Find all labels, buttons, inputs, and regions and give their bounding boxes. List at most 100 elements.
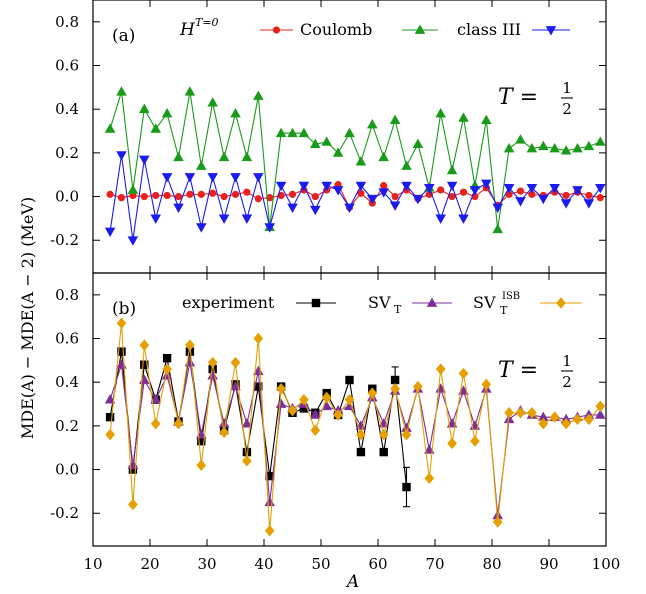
x-tick-label: 60 [368,555,387,573]
data-point [105,428,115,441]
data-point [595,400,606,412]
data-point [106,190,114,198]
data-point [196,223,207,233]
legend-label-superscript: ISB [502,291,520,302]
data-point [572,413,583,426]
legend-marker [414,24,426,34]
legend-label: experiment [182,293,275,312]
data-point [424,183,435,194]
data-point [321,181,332,192]
data-point [140,192,148,201]
data-point [196,160,207,170]
y-tick-label: 0.8 [55,13,79,31]
data-point [561,417,571,430]
data-point [402,482,411,492]
data-point [344,203,355,213]
data-point [275,398,287,408]
series-line-series-2 [109,154,601,241]
data-point [116,317,127,329]
data-point [344,127,355,138]
data-point [287,404,298,417]
annotation-numerator: 1 [562,79,572,97]
data-point [435,214,446,224]
x-tick-label: 70 [425,555,444,573]
data-point [139,155,150,165]
x-tick-label: 100 [592,555,621,573]
data-point [184,173,196,183]
data-point [528,190,536,198]
data-point [446,181,458,192]
data-point [275,127,287,138]
data-point [161,108,173,118]
data-point [560,145,572,155]
plot-area [104,86,606,246]
annotation-denominator: 2 [562,373,572,391]
data-point [481,114,492,124]
data-point [264,223,275,233]
data-point [128,465,138,474]
legend-label: SV [473,293,496,312]
y-tick-label: 0.8 [55,286,79,304]
data-point [310,138,321,148]
data-point [332,186,344,196]
data-point [356,428,366,441]
data-point [572,186,583,196]
legend-title-superscript: T=0 [195,16,219,29]
data-point [378,428,389,441]
data-point [231,190,240,198]
x-tick-label: 40 [254,555,273,573]
data-point [424,472,435,485]
data-point [481,179,492,189]
data-point [595,183,606,194]
data-point [492,203,503,213]
data-point [173,203,184,213]
data-point [254,195,262,203]
data-point [389,201,401,211]
data-point [391,192,399,201]
x-tick-label: 80 [482,555,501,573]
legend-marker [272,26,281,34]
data-point [117,347,126,356]
data-point [139,339,150,351]
data-point [492,223,503,234]
data-point [218,214,230,224]
data-point [299,393,309,406]
legend-marker [545,26,557,36]
data-point [459,188,468,196]
y-tick-label: -0.2 [50,504,79,522]
data-point [379,447,388,457]
y-tick-label: 0.0 [55,461,79,479]
legend-marker [311,298,321,308]
data-point [401,181,412,192]
data-point [173,151,184,162]
data-point [162,363,172,375]
data-point [104,227,116,238]
data-point [275,181,287,192]
data-point [207,173,218,183]
data-point [448,192,456,201]
data-point [218,418,230,428]
data-point [185,339,195,351]
data-point [321,400,332,411]
data-point [585,191,593,200]
data-point [345,375,354,385]
legend-label: SV [368,293,391,312]
data-point [356,447,366,457]
data-point [401,422,412,432]
data-point [116,86,127,96]
data-point [127,459,139,470]
data-point [401,428,412,441]
data-point [207,356,218,369]
data-point [185,347,195,356]
data-point [264,496,275,507]
data-point [595,136,606,146]
x-tick-label: 20 [140,555,159,573]
legend-label: class III [457,20,521,39]
legend-marker [556,297,566,309]
data-point [481,378,492,391]
data-point [276,383,286,395]
data-point [516,187,525,195]
data-point [560,199,572,209]
x-axis-tick-labels: 10 20 30 40 50 60 70 80 90 100 [83,555,620,573]
